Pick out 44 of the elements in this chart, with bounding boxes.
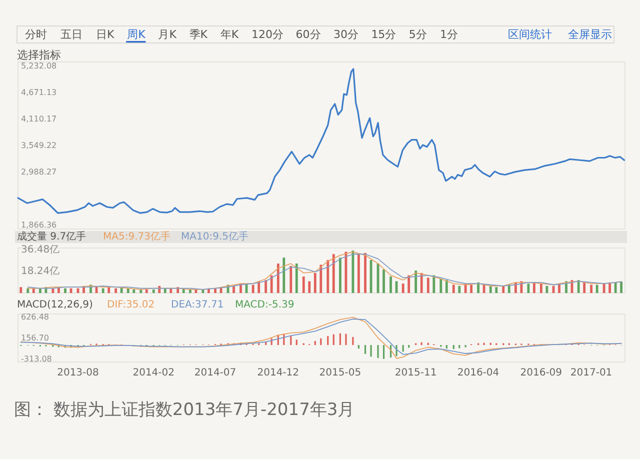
text: 日K	[96, 28, 115, 41]
x-tick-label: 2016-04	[457, 368, 500, 378]
y-tick-label: 3,549.22	[21, 141, 57, 150]
x-tick-label: 2017-01	[570, 368, 612, 378]
chart-title: 选择指标	[17, 48, 61, 62]
y-tick-label: 2,988.27	[21, 168, 57, 177]
text: 月K	[158, 28, 178, 41]
x-tick-label: 2015-05	[319, 368, 362, 378]
y-tick-label: 156.70	[21, 334, 49, 343]
text: 季K	[189, 28, 208, 41]
text: 30分	[334, 28, 358, 41]
text: 5分	[408, 28, 427, 41]
text: MA10:9.5亿手	[181, 230, 248, 242]
text: 全屏显示	[568, 28, 612, 41]
text: 1分	[440, 28, 458, 41]
y-tick-label: 4,671.13	[21, 88, 57, 98]
text: MACD:-5.39	[235, 300, 294, 310]
text: 周K	[127, 28, 146, 41]
y-tick-label: 1,866.36	[21, 220, 57, 230]
y-tick-label: 5,232.08	[21, 62, 57, 71]
text: DEA:37.71	[171, 300, 224, 310]
y-tick-label: 18.24亿	[21, 266, 60, 278]
text: 分时	[25, 28, 47, 41]
text: 区间统计	[508, 28, 552, 41]
chart-title: 成交量 9.7亿手	[17, 230, 86, 242]
y-tick-label: 36.48亿	[21, 244, 60, 256]
text: MA5:9.73亿手	[103, 230, 170, 242]
text: 15分	[371, 28, 396, 41]
text: 年K	[220, 28, 240, 41]
y-tick-label: 626.48	[21, 312, 49, 322]
text: 图： 数据为上证指数2013年7月-2017年3月	[14, 400, 355, 420]
chart-title: MACD(12,26,9)	[17, 300, 94, 310]
text: 120分	[252, 28, 284, 41]
x-tick-label: 2014-07	[194, 368, 236, 378]
y-tick-label: -313.08	[21, 354, 52, 364]
x-tick-label: 2014-12	[257, 368, 300, 378]
x-tick-label: 2015-11	[394, 368, 437, 378]
x-tick-label: 2014-02	[132, 368, 175, 378]
x-tick-label: 2016-09	[520, 368, 562, 378]
text: DIF:35.02	[107, 300, 155, 310]
text: 五日	[60, 28, 82, 41]
x-tick-label: 2013-08	[57, 368, 99, 378]
y-tick-label: 4,110.17	[21, 114, 57, 124]
text: 60分	[296, 28, 321, 41]
